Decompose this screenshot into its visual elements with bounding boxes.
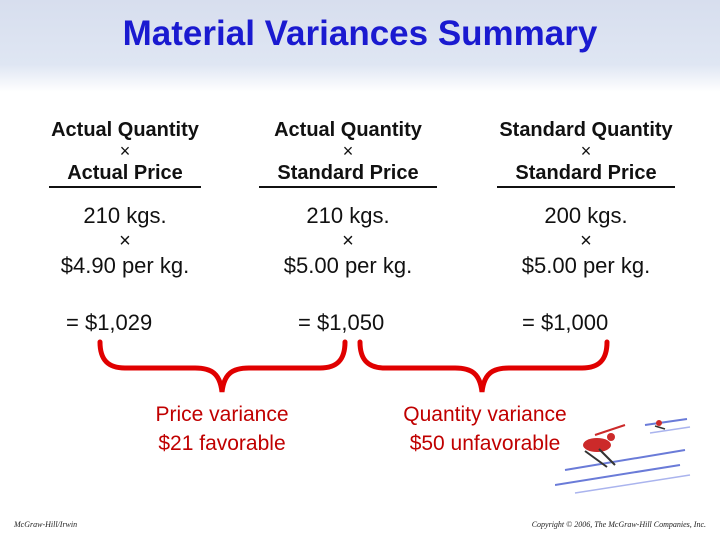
multiply-sign: × — [342, 141, 354, 161]
slide-title: Material Variances Summary — [122, 14, 598, 53]
multiply-sign: × — [119, 141, 131, 161]
quantity-variance-brace — [357, 339, 610, 393]
price-value: $4.90 per kg. — [60, 253, 190, 278]
column-header-line2: Standard Price — [259, 160, 437, 188]
column-header-line1: Actual Quantity — [274, 119, 422, 141]
quantity-value: 200 kgs. — [544, 203, 628, 228]
multiply-sign: × — [580, 141, 592, 161]
total-actual-actual: = $1,029 — [66, 310, 153, 335]
price-variance-brace — [97, 339, 348, 393]
total-actual-standard: = $1,050 — [298, 310, 385, 335]
column-actual-actual: Actual Quantity × Actual Price 210 kgs. … — [10, 118, 240, 280]
column-standard-standard: Standard Quantity × Standard Price 200 k… — [471, 118, 701, 280]
column-actual-standard: Actual Quantity × Standard Price 210 kgs… — [233, 118, 463, 280]
column-header-line1: Actual Quantity — [51, 119, 199, 141]
column-header-line2: Standard Price — [497, 160, 675, 188]
multiply-sign: × — [119, 230, 131, 252]
footer-copyright: Copyright © 2006, The McGraw-Hill Compan… — [531, 520, 706, 529]
multiply-sign: × — [342, 230, 354, 252]
price-variance-amount: $21 favorable — [158, 432, 286, 455]
ski-jumper-clipart-icon — [555, 418, 691, 494]
column-header-line2: Actual Price — [49, 160, 201, 188]
total-standard-standard: = $1,000 — [522, 310, 609, 335]
quantity-value: 210 kgs. — [83, 203, 167, 228]
multiply-sign: × — [580, 230, 592, 252]
price-variance-title: Price variance — [155, 403, 289, 426]
title-band — [0, 0, 720, 92]
price-variance-label: Price variance $21 favorable — [120, 400, 324, 458]
footer-publisher: McGraw-Hill/Irwin — [14, 520, 78, 529]
quantity-variance-title: Quantity variance — [403, 403, 567, 426]
quantity-variance-label: Quantity variance $50 unfavorable — [380, 400, 590, 458]
price-value: $5.00 per kg. — [283, 253, 413, 278]
quantity-value: 210 kgs. — [306, 203, 390, 228]
quantity-variance-amount: $50 unfavorable — [409, 432, 561, 455]
column-header-line1: Standard Quantity — [499, 119, 673, 141]
price-value: $5.00 per kg. — [521, 253, 651, 278]
